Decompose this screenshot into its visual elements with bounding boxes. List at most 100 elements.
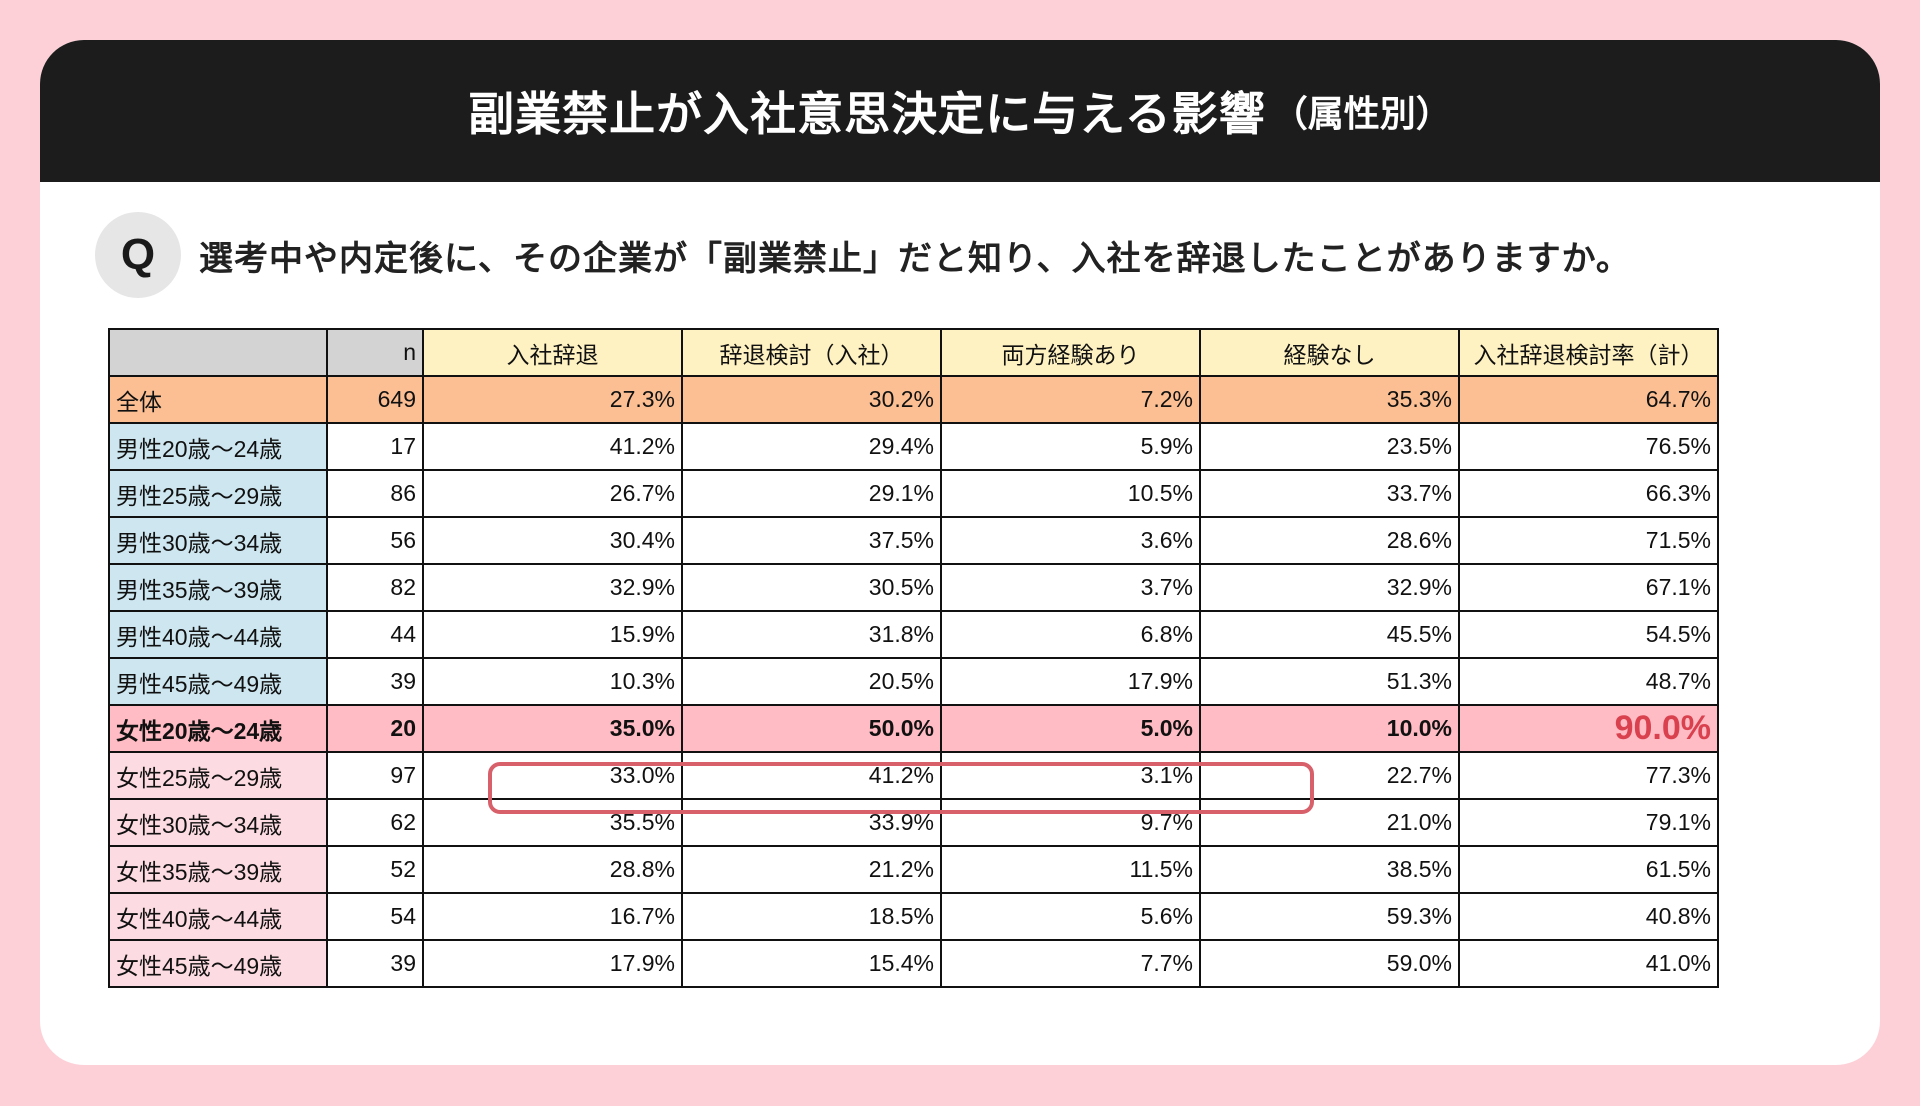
value-cell: 59.0% [1199,939,1460,988]
header-row: n 入社辞退 辞退検討（入社） 両方経験あり 経験なし 入社辞退検討率（計） [108,328,1719,377]
table-row-total: 全体 649 27.3% 30.2% 7.2% 35.3% 64.7% [108,375,1719,424]
row-label: 男性40歳～44歳 [108,610,328,659]
value-cell: 79.1% [1458,798,1719,847]
page-title: 副業禁止が入社意思決定に与える影響 [468,87,1266,141]
row-label: 男性30歳～34歳 [108,516,328,565]
value-cell: 7.7% [940,939,1201,988]
value-cell: 67.1% [1458,563,1719,612]
question-badge: Q [95,212,181,298]
value-cell: 32.9% [422,563,683,612]
row-label: 女性40歳～44歳 [108,892,328,941]
value-cell: 51.3% [1199,657,1460,706]
table-row: 男性45歳～49歳 39 10.3% 20.5% 17.9% 51.3% 48.7% [108,657,1719,706]
value-cell: 21.2% [681,845,942,894]
value-cell: 22.7% [1199,751,1460,800]
value-cell: 6.8% [940,610,1201,659]
value-cell: 27.3% [422,375,683,424]
header-considered: 辞退検討（入社） [681,328,942,377]
table-row: 男性40歳～44歳 44 15.9% 31.8% 6.8% 45.5% 54.5% [108,610,1719,659]
value-cell: 31.8% [681,610,942,659]
value-cell: 41.0% [1458,939,1719,988]
value-cell: 30.4% [422,516,683,565]
row-label: 男性45歳～49歳 [108,657,328,706]
row-n: 44 [326,610,424,659]
table-row: 女性45歳～49歳 39 17.9% 15.4% 7.7% 59.0% 41.0% [108,939,1719,988]
row-label: 女性45歳～49歳 [108,939,328,988]
value-cell: 33.7% [1199,469,1460,518]
value-cell: 59.3% [1199,892,1460,941]
table-row: 男性35歳～39歳 82 32.9% 30.5% 3.7% 32.9% 67.1% [108,563,1719,612]
value-cell: 54.5% [1458,610,1719,659]
row-n: 39 [326,939,424,988]
table-row: 男性30歳～34歳 56 30.4% 37.5% 3.6% 28.6% 71.5% [108,516,1719,565]
value-cell: 3.7% [940,563,1201,612]
value-cell: 29.4% [681,422,942,471]
value-cell: 23.5% [1199,422,1460,471]
row-label: 男性25歳～29歳 [108,469,328,518]
value-cell: 28.8% [422,845,683,894]
value-cell: 76.5% [1458,422,1719,471]
row-n: 17 [326,422,424,471]
value-cell: 18.5% [681,892,942,941]
value-cell: 3.1% [940,751,1201,800]
value-cell: 45.5% [1199,610,1460,659]
value-cell: 40.8% [1458,892,1719,941]
value-cell: 16.7% [422,892,683,941]
value-cell: 90.0% [1458,704,1719,753]
value-cell: 26.7% [422,469,683,518]
row-n: 20 [326,704,424,753]
row-n: 86 [326,469,424,518]
value-cell: 5.9% [940,422,1201,471]
row-label: 男性35歳～39歳 [108,563,328,612]
header-corner [108,328,328,377]
results-table-wrap: n 入社辞退 辞退検討（入社） 両方経験あり 経験なし 入社辞退検討率（計） 全… [108,328,1719,988]
value-cell: 41.2% [422,422,683,471]
table-row: 男性20歳～24歳 17 41.2% 29.4% 5.9% 23.5% 76.5% [108,422,1719,471]
value-cell: 30.2% [681,375,942,424]
table-row: 女性25歳～29歳 97 33.0% 41.2% 3.1% 22.7% 77.3% [108,751,1719,800]
value-cell: 37.5% [681,516,942,565]
row-label: 男性20歳～24歳 [108,422,328,471]
page-subtitle: （属性別） [1271,94,1452,135]
value-cell: 35.3% [1199,375,1460,424]
value-cell: 38.5% [1199,845,1460,894]
value-cell: 3.6% [940,516,1201,565]
value-cell: 17.9% [422,939,683,988]
table-row: 男性25歳～29歳 86 26.7% 29.1% 10.5% 33.7% 66.3% [108,469,1719,518]
value-cell: 17.9% [940,657,1201,706]
value-cell: 9.7% [940,798,1201,847]
table-row: 女性35歳～39歳 52 28.8% 21.2% 11.5% 38.5% 61.5% [108,845,1719,894]
header-none: 経験なし [1199,328,1460,377]
question: Q 選考中や内定後に、その企業が「副業禁止」だと知り、入社を辞退したことがありま… [95,210,1631,300]
value-cell: 33.0% [422,751,683,800]
value-cell: 15.4% [681,939,942,988]
value-cell: 48.7% [1458,657,1719,706]
table-row: 女性20歳～24歳 20 35.0% 50.0% 5.0% 10.0% 90.0% [108,704,1719,753]
row-label: 女性35歳～39歳 [108,845,328,894]
value-cell: 28.6% [1199,516,1460,565]
header-both: 両方経験あり [940,328,1201,377]
value-cell: 66.3% [1458,469,1719,518]
value-cell: 20.5% [681,657,942,706]
row-n: 97 [326,751,424,800]
value-cell: 61.5% [1458,845,1719,894]
row-n: 54 [326,892,424,941]
header-total-rate: 入社辞退検討率（計） [1458,328,1719,377]
value-cell: 77.3% [1458,751,1719,800]
table-row: 女性40歳～44歳 54 16.7% 18.5% 5.6% 59.3% 40.8% [108,892,1719,941]
value-cell: 35.0% [422,704,683,753]
value-cell: 33.9% [681,798,942,847]
value-cell: 10.0% [1199,704,1460,753]
row-label: 女性20歳～24歳 [108,704,328,753]
value-cell: 5.0% [940,704,1201,753]
card: 副業禁止が入社意思決定に与える影響 （属性別） Q 選考中や内定後に、その企業が… [40,40,1880,1065]
value-cell: 29.1% [681,469,942,518]
results-table: n 入社辞退 辞退検討（入社） 両方経験あり 経験なし 入社辞退検討率（計） 全… [108,328,1719,988]
value-cell: 21.0% [1199,798,1460,847]
title-bar: 副業禁止が入社意思決定に与える影響 （属性別） [40,40,1880,182]
table-row: 女性30歳～34歳 62 35.5% 33.9% 9.7% 21.0% 79.1% [108,798,1719,847]
row-label: 全体 [108,375,328,424]
row-label: 女性30歳～34歳 [108,798,328,847]
value-cell: 64.7% [1458,375,1719,424]
value-cell: 32.9% [1199,563,1460,612]
